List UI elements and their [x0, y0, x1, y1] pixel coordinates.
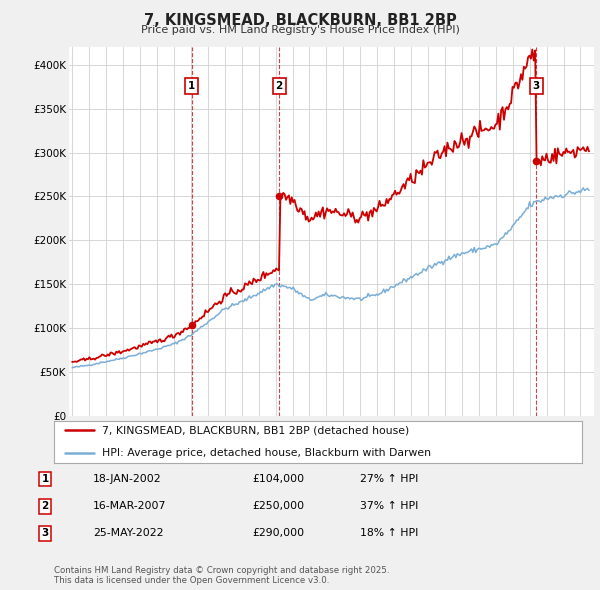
- Text: 3: 3: [533, 81, 540, 91]
- Text: 18-JAN-2002: 18-JAN-2002: [93, 474, 161, 484]
- Text: 1: 1: [41, 474, 49, 484]
- Text: 37% ↑ HPI: 37% ↑ HPI: [360, 502, 418, 511]
- Text: 18% ↑ HPI: 18% ↑ HPI: [360, 529, 418, 538]
- Text: £290,000: £290,000: [252, 529, 304, 538]
- Text: 25-MAY-2022: 25-MAY-2022: [93, 529, 163, 538]
- Text: Contains HM Land Registry data © Crown copyright and database right 2025.
This d: Contains HM Land Registry data © Crown c…: [54, 566, 389, 585]
- Text: 2: 2: [41, 502, 49, 511]
- Text: £250,000: £250,000: [252, 502, 304, 511]
- Text: 1: 1: [188, 81, 195, 91]
- Text: 27% ↑ HPI: 27% ↑ HPI: [360, 474, 418, 484]
- Text: 7, KINGSMEAD, BLACKBURN, BB1 2BP: 7, KINGSMEAD, BLACKBURN, BB1 2BP: [143, 13, 457, 28]
- Text: 3: 3: [41, 529, 49, 538]
- Text: £104,000: £104,000: [252, 474, 304, 484]
- Text: 7, KINGSMEAD, BLACKBURN, BB1 2BP (detached house): 7, KINGSMEAD, BLACKBURN, BB1 2BP (detach…: [101, 425, 409, 435]
- Text: 16-MAR-2007: 16-MAR-2007: [93, 502, 166, 511]
- Text: 2: 2: [275, 81, 283, 91]
- Text: Price paid vs. HM Land Registry's House Price Index (HPI): Price paid vs. HM Land Registry's House …: [140, 25, 460, 35]
- Text: HPI: Average price, detached house, Blackburn with Darwen: HPI: Average price, detached house, Blac…: [101, 448, 431, 457]
